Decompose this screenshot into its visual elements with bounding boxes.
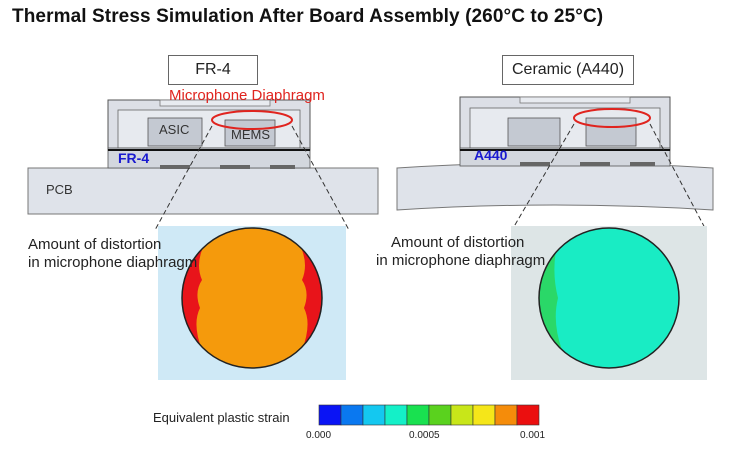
fr4-asic-chip [147,117,203,147]
fr4-solder-pad [160,165,190,169]
fr4-strain-map [158,226,346,380]
fr4-edge-strain-right [302,240,322,356]
fr4-zoom-line-left [154,125,213,231]
legend-tick-min: 0.000 [306,430,332,441]
ceramic-zoom-line-left [511,123,575,231]
ceramic-distortion-line1: Amount of distortion [391,234,525,251]
strain-color-bar [318,404,540,426]
fr4-distortion-line2: in microphone diaphragm [28,254,198,271]
ceramic-asic-chip [507,117,561,147]
fr4-solder-pad [220,165,250,169]
fr4-edge-strain-left [182,240,202,356]
fr4-pcb [27,167,379,215]
legend-color-swatch [318,404,342,426]
ceramic-pcb [396,162,714,211]
ceramic-mems-chip [585,117,637,147]
ceramic-distortion-line2: in microphone diaphragm [376,252,546,269]
ceramic-diaphragm-highlight [573,108,651,128]
fr4-distortion-line1: Amount of distortion [28,236,162,253]
fr4-lid-top-notch [159,99,271,107]
fr4-diaphragm-highlight [211,110,293,130]
fr4-diaphragm-outline [181,227,323,369]
ceramic-diaphragm-outline [538,227,680,369]
mems-label: MEMS [231,127,270,142]
ceramic-substrate-label: A440 [474,147,508,163]
ceramic-diaphragm-fill [539,228,679,368]
ceramic-substrate [459,147,671,167]
legend-color-swatch [450,404,474,426]
legend-color-swatch [362,404,386,426]
fr4-material-label: FR-4 [168,55,258,85]
fr4-solder-pad [270,165,295,169]
ceramic-solder-pad [520,162,550,166]
ceramic-lid-top-notch [519,96,631,104]
asic-label: ASIC [159,122,190,137]
ceramic-zoom-line-right [649,123,707,231]
legend-color-swatch [428,404,452,426]
ceramic-solder-pad [630,162,655,166]
fr4-distortion-label: Amount of distortion in microphone diaph… [28,236,197,272]
fr4-diaphragm-fill [182,228,322,368]
pcb-label: PCB [46,182,73,197]
ceramic-distortion-label: Amount of distortion in microphone diaph… [376,234,545,270]
legend-color-swatch [494,404,518,426]
ceramic-material-label: Ceramic (A440) [502,55,634,85]
legend-tick-max: 0.001 [520,430,546,441]
ceramic-strain-map [511,226,707,380]
fr4-zoom-line-right [291,125,350,231]
legend-color-swatch [516,404,540,426]
fr4-cross-section [27,99,379,231]
ceramic-solder-pad [580,162,610,166]
legend-color-swatch [406,404,430,426]
legend-color-swatch [472,404,496,426]
legend-tick-mid: 0.0005 [409,430,440,441]
slide-title: Thermal Stress Simulation After Board As… [12,6,604,27]
legend-title: Equivalent plastic strain [153,410,290,425]
legend-color-swatch [340,404,364,426]
microphone-diaphragm-label: Microphone Diaphragm [169,87,325,104]
fr4-substrate-label: FR-4 [118,150,150,166]
fr4-mems-chip [224,119,276,147]
legend-color-swatch [384,404,408,426]
ceramic-cross-section [396,96,714,231]
